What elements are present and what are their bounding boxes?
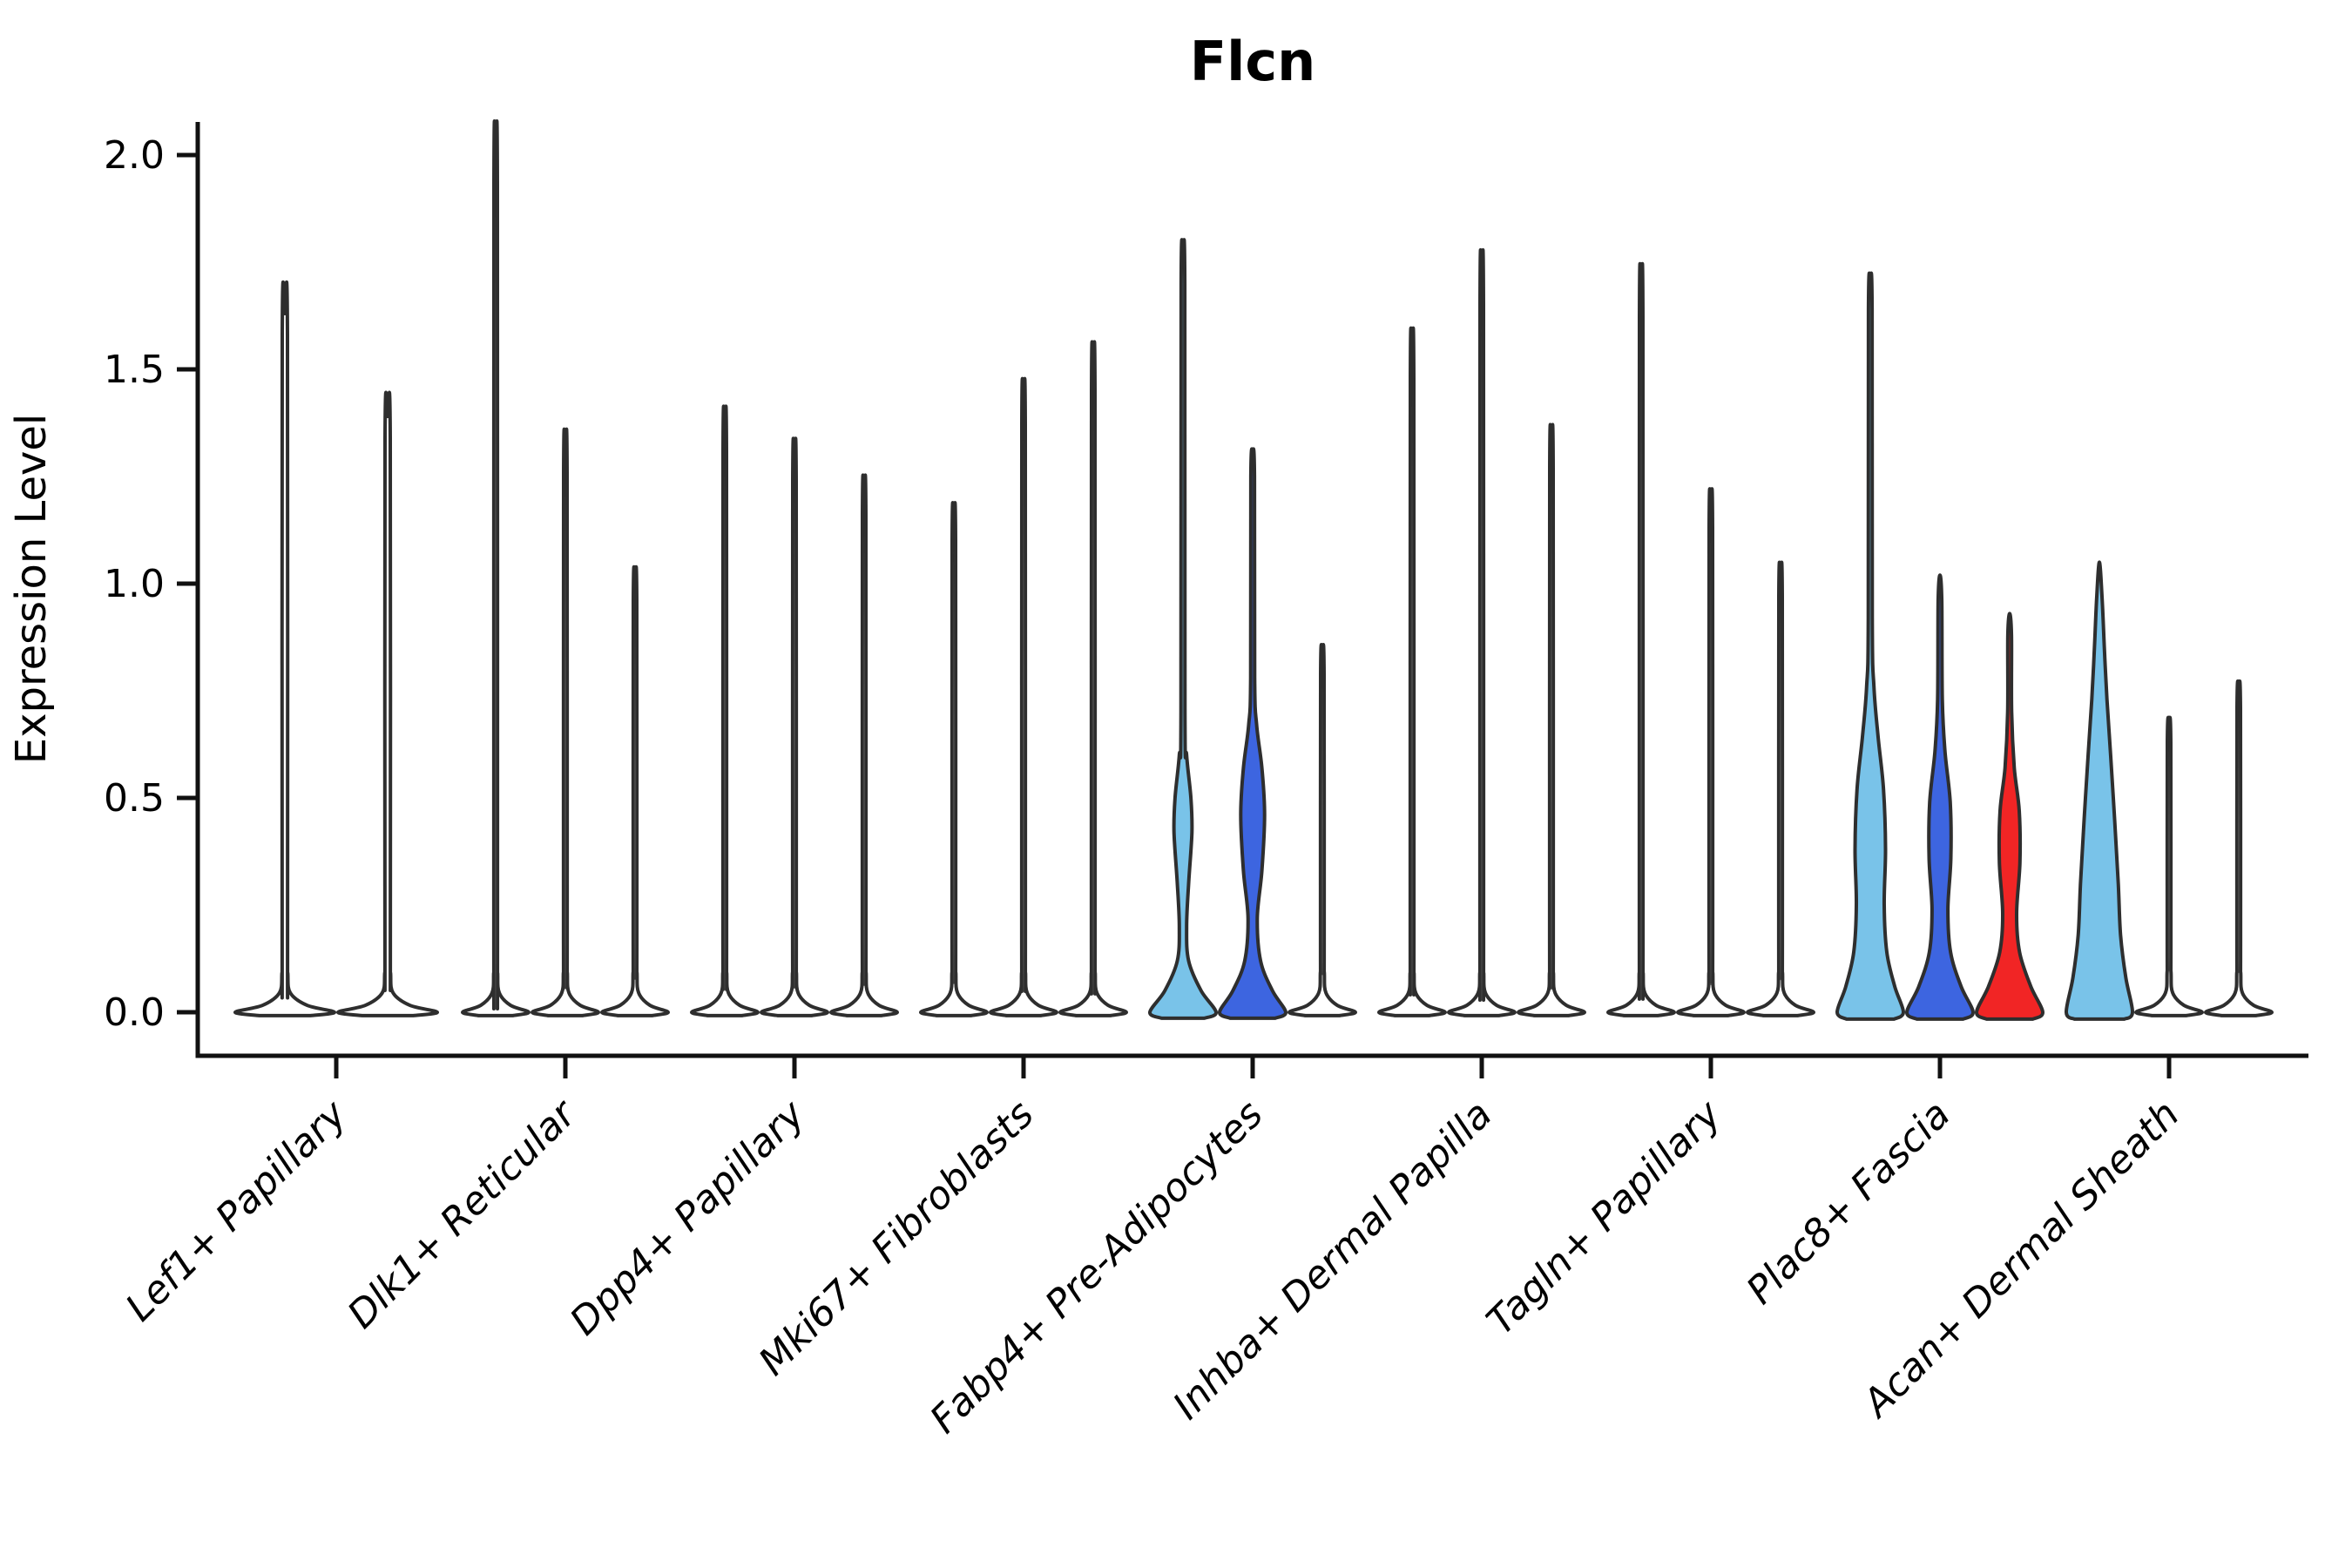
- violin-acan-3: [2203, 679, 2274, 1017]
- violin-lef1-1: [233, 280, 337, 1017]
- violin-plac8-1: [1835, 271, 1906, 1021]
- violin-inhba-1: [1376, 326, 1448, 1017]
- violin-fabp4-3: [1287, 643, 1358, 1017]
- violin-lef1-2: [335, 390, 440, 1017]
- y-axis-label: Expression Level: [7, 414, 56, 765]
- violin-layer: [233, 119, 2274, 1021]
- violin-dpp4-3: [828, 473, 900, 1017]
- violin-acan-1: [2065, 560, 2134, 1021]
- x-tick-label: Plac8+ Fascia: [1738, 1092, 1958, 1313]
- y-tick-label: 1.5: [104, 348, 165, 392]
- violin-mki67-3: [1058, 340, 1129, 1017]
- violin-inhba-2: [1446, 247, 1517, 1017]
- violin-mki67-1: [918, 501, 990, 1017]
- y-tick-label: 2.0: [104, 133, 165, 178]
- y-tick-label: 0.5: [104, 776, 165, 821]
- chart-title: Flcn: [1190, 30, 1316, 93]
- violin-fabp4-2: [1218, 447, 1288, 1020]
- y-tick-label: 1.0: [104, 562, 165, 606]
- x-tick-label: Dlk1+ Reticular: [339, 1091, 585, 1337]
- violin-plac8-2: [1905, 573, 1975, 1021]
- violin-dpp4-2: [759, 436, 830, 1017]
- violin-acan-2: [2133, 715, 2205, 1017]
- violin-fabp4-1: [1148, 238, 1218, 1020]
- violin-plac8-3: [1975, 612, 2044, 1021]
- violin-tagln-2: [1675, 487, 1747, 1017]
- violin-tagln-1: [1605, 261, 1677, 1017]
- violin-inhba-3: [1516, 422, 1587, 1017]
- x-tick-label: Tagln+ Papillary: [1478, 1092, 1730, 1343]
- violin-dpp4-1: [689, 404, 760, 1017]
- violin-tagln-3: [1745, 560, 1816, 1017]
- violin-dlk1-2: [530, 427, 601, 1017]
- x-tick-label: Lef1+ Papillary: [118, 1092, 356, 1330]
- x-tick-label: Dpp4+ Papillary: [562, 1092, 814, 1344]
- violin-mki67-2: [988, 376, 1059, 1017]
- violin-dlk1-3: [599, 564, 671, 1017]
- violin-dlk1-1: [460, 119, 531, 1017]
- y-tick-label: 0.0: [104, 990, 165, 1035]
